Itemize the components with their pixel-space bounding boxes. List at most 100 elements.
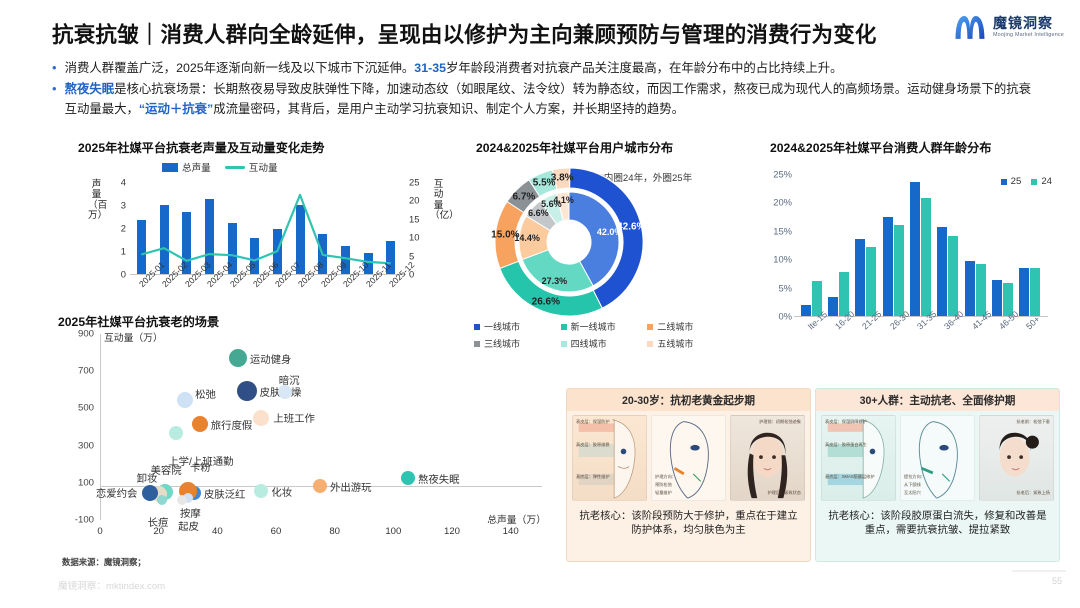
legend-swatch-icon [162,162,178,172]
donut-slice-inner [555,191,570,222]
chart-age-title: 2024&2025年社媒平台消费人群年龄分布 [770,141,992,155]
chart-age-xaxis: lte-15 16-20 21-25 26-30 31-35 36-40 41-45 46-5… [794,309,1050,362]
legend-line-icon [224,165,245,169]
scatter-point[interactable] [253,409,270,426]
y-tick-left: 4 [120,176,126,188]
info-card-20-30: 20-30岁：抗初老黄金起步期 表皮层：保湿防护 真皮层：胶原维稳 基底层：弹性… [566,388,811,562]
scatter-point-label: 皮肤泛红 [203,490,246,502]
scatter-point[interactable] [183,493,193,504]
scatter-point[interactable] [177,392,194,409]
scatter-point-label: 松弛 [195,390,216,402]
legend-swatch-icon [560,323,567,330]
before-after-photo-image: 抗老前：松弛下垂 抗老后：紧致上扬 [979,415,1054,501]
y-tick-left: 3 [120,199,126,211]
legend-label: 五线城市 [657,339,694,349]
donut-label-inner: 27.3% [541,276,568,287]
info-card-heading: 30+人群：主动抗老、全面修护期 [816,389,1059,411]
bar-age-25 [855,238,866,316]
donut-slice-outer [551,167,571,190]
chart-scenes-ylabel: 互动量（万） [104,333,163,344]
chart-city-donut: 42.6% 26.6% 15.0% 6.7% 5.5% 3.8% 42.0% 27.3% 14.… [484,166,654,318]
legend-label: 新一线城市 [570,322,616,332]
bar-age-25 [800,305,811,316]
donut-label-outer: 42.6% [617,221,646,233]
bar-total-voice [295,205,305,274]
donut-slice-inner [521,249,594,293]
lift-direction-image: 提拉方向： 从下颌线 至太阳穴 [900,415,975,501]
image-caption: 预防松弛 [655,482,672,487]
scatter-point[interactable] [191,415,208,432]
x-tick: 60 [270,526,282,537]
donut-slice-inner [568,191,620,287]
scatter-point[interactable] [228,349,247,368]
chart-city-title: 2024&2025年社媒平台用户城市分布 [476,141,674,155]
bar-total-voice [159,205,169,274]
legend-label: 四线城市 [570,339,607,349]
scatter-point[interactable] [277,384,292,399]
legend-item-city[interactable]: 二线城市 [647,320,734,333]
image-caption: 从下颌线 [904,482,921,487]
bar-total-voice [227,223,237,274]
chart-trend-title: 2025年社媒平台抗衰老声量及互动量变化走势 [78,141,325,155]
bar-age-24 [839,271,849,316]
legend-item-city[interactable]: 三线城市 [474,337,561,350]
legend-item-city[interactable]: 五线城市 [647,337,734,350]
watermark: 魔镜洞察：mktindex.com [58,581,166,592]
bullet-text: 熬夜失眠是核心抗衰场景：长期熬夜易导致皮肤弹性下降，加速动态纹（如眼尾纹、法令纹… [64,82,1032,117]
scatter-point[interactable] [169,425,184,440]
legend-swatch-icon [560,340,567,347]
brand-logo: 魔镜洞察 Moojing Market Intelligence [953,12,1064,42]
bar-age-25 [992,280,1002,316]
bar-age-25 [910,181,920,316]
line-interaction [141,193,391,265]
x-tick: 0 [97,526,103,537]
y-tick: 20% [773,196,792,208]
scatter-point-label: 美容院 [150,466,182,478]
chart-city-distribution: 2024&2025年社媒平台用户城市分布 *内圈24年，外圈25年 42.6% 2… [452,138,742,358]
legend-swatch-icon [647,340,654,347]
page-number: 55 [1051,576,1062,586]
bar-age-24 [948,236,959,316]
chart-age-baseline [794,316,1048,317]
y-tick: 10% [773,253,792,265]
scatter-point[interactable] [177,495,188,506]
legend-item-interaction: 互动量 [224,160,278,174]
bar-total-voice [250,238,260,274]
scatter-point[interactable] [401,470,415,485]
bar-total-voice [136,219,146,274]
chart-scenes-vaxis [100,334,101,520]
bullet-item: • 消费人群覆盖广泛，2025年逐渐向新一线及以下城市下沉延伸。31-35岁年龄… [52,58,1042,78]
scatter-point[interactable] [156,494,167,505]
bar-age-24 [975,264,986,316]
bar-age-24 [1003,282,1013,316]
care-direction-image: 护理方向： 预防松弛 轻量维护 [651,415,726,501]
chart-trend-ylabel-right: 互动量（亿） [430,179,459,222]
legend-item-city[interactable]: 新一线城市 [560,320,648,333]
image-caption: 表皮层：保湿屏障修护 [825,419,867,424]
scatter-point[interactable] [141,485,158,502]
scatter-point[interactable] [236,380,257,401]
y-tick-left: 2 [120,222,126,234]
legend-item-city[interactable]: 一线城市 [474,320,561,333]
info-card-heading: 20-30岁：抗初老黄金起步期 [567,389,810,411]
bullet-text: 消费人群覆盖广泛，2025年逐渐向新一线及以下城市下沉延伸。31-35岁年龄段消… [64,61,843,75]
info-card-footer: 抗老核心：该阶段胶原蛋白流失，修复和改善是重点，需要抗衰抗皱、提拉紧致 [828,511,1047,537]
image-caption: 表皮层：保湿防护 [576,419,610,424]
page-title: 抗衰抗皱｜消费人群向全龄延伸，呈现由以修护为主向兼顾预防与管理的消费行为变化 [52,23,877,47]
y-tick: 700 [77,365,94,377]
scatter-point[interactable] [313,478,327,493]
image-caption: 真皮层：胶原维稳 [576,442,610,447]
scatter-point-label: 旅行度假 [210,420,253,432]
image-caption: 抗老前：松弛下垂 [1016,419,1050,424]
legend-item-city[interactable]: 四线城市 [560,337,648,350]
scatter-point-label: 长痘 [147,517,169,529]
bar-age-24 [921,198,931,316]
info-card-footer: 抗老核心：该阶段预防大于修护，重点在于建立防护体系，均匀肤色为主 [579,511,798,537]
image-caption: 基底层：弹性维护 [576,474,610,479]
chart-trend: 2025年社媒平台抗衰老声量及互动量变化走势 总声量 互动量 声量（百万） 互动… [52,138,459,328]
scatter-point[interactable] [254,484,269,499]
y-tick-right: 5 [409,250,415,262]
bar-total-voice [363,253,373,274]
image-caption: 护理前：初期松弛迹象 [759,419,801,424]
chart-trend-yaxis-left: 4 3 2 1 0 [110,176,126,280]
